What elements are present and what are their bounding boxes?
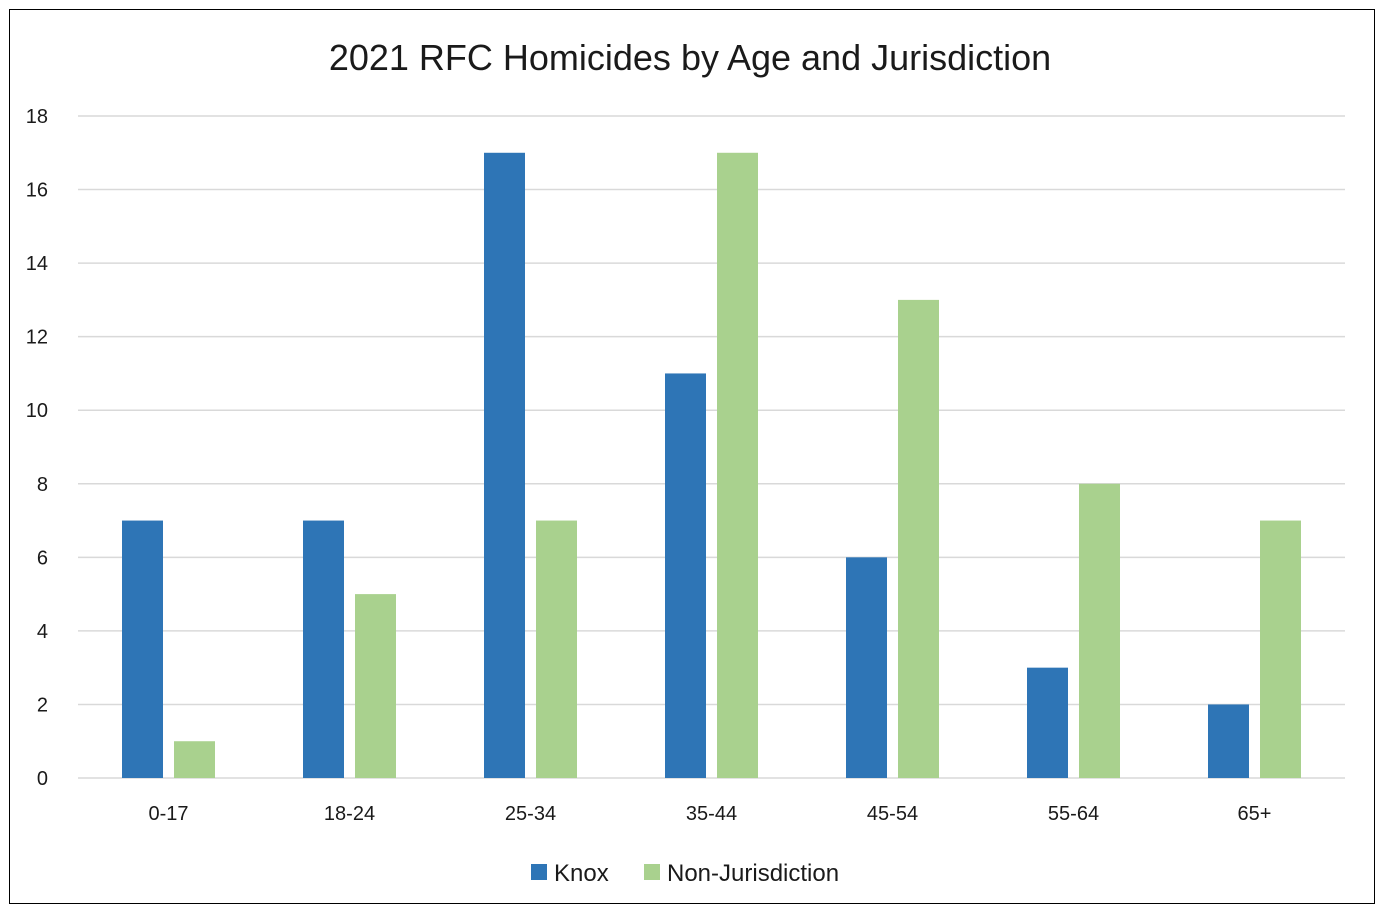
bars	[122, 152, 1301, 778]
bar-knox	[1208, 704, 1249, 778]
bar-knox	[484, 152, 525, 778]
bar-non-jurisdiction	[717, 152, 758, 778]
y-tick-label: 4	[37, 621, 48, 643]
bar-knox	[122, 520, 163, 778]
x-axis-ticks: 0-17 18-24 25-34 35-44 45-54 55-64 65+	[148, 803, 1271, 825]
bar-knox	[303, 520, 344, 778]
bar-non-jurisdiction	[355, 594, 396, 778]
bar-non-jurisdiction	[898, 299, 939, 778]
bar-non-jurisdiction	[1260, 520, 1301, 778]
x-tick-label: 45-54	[867, 803, 918, 825]
gridlines	[78, 115, 1345, 779]
x-tick-label: 65+	[1238, 803, 1272, 825]
x-tick-label: 25-34	[505, 803, 556, 825]
bar-non-jurisdiction	[536, 520, 577, 778]
x-tick-label: 18-24	[324, 803, 375, 825]
x-tick-label: 55-64	[1048, 803, 1099, 825]
y-tick-label: 2	[37, 694, 48, 716]
y-tick-label: 10	[26, 400, 48, 422]
y-tick-label: 16	[26, 180, 48, 202]
y-tick-label: 6	[37, 547, 48, 569]
y-tick-label: 8	[37, 474, 48, 496]
bar-non-jurisdiction	[1079, 483, 1120, 778]
legend: Knox Non-Jurisdiction	[531, 860, 839, 887]
legend-swatch	[531, 864, 547, 880]
legend-label: Knox	[554, 860, 609, 887]
legend-swatch	[644, 864, 660, 880]
y-tick-label: 12	[26, 327, 48, 349]
x-tick-label: 0-17	[148, 803, 188, 825]
legend-label: Non-Jurisdiction	[667, 860, 839, 887]
y-tick-label: 14	[26, 253, 48, 275]
y-tick-label: 0	[37, 768, 48, 790]
bar-knox	[665, 373, 706, 778]
y-tick-label: 18	[26, 106, 48, 128]
x-tick-label: 35-44	[686, 803, 737, 825]
chart-title: 2021 RFC Homicides by Age and Jurisdicti…	[329, 37, 1051, 78]
bar-knox	[846, 557, 887, 778]
bar-non-jurisdiction	[174, 741, 215, 778]
y-axis-ticks: 0 2 4 6 8 10 12 14 16 18	[26, 106, 48, 790]
bar-knox	[1027, 667, 1068, 778]
